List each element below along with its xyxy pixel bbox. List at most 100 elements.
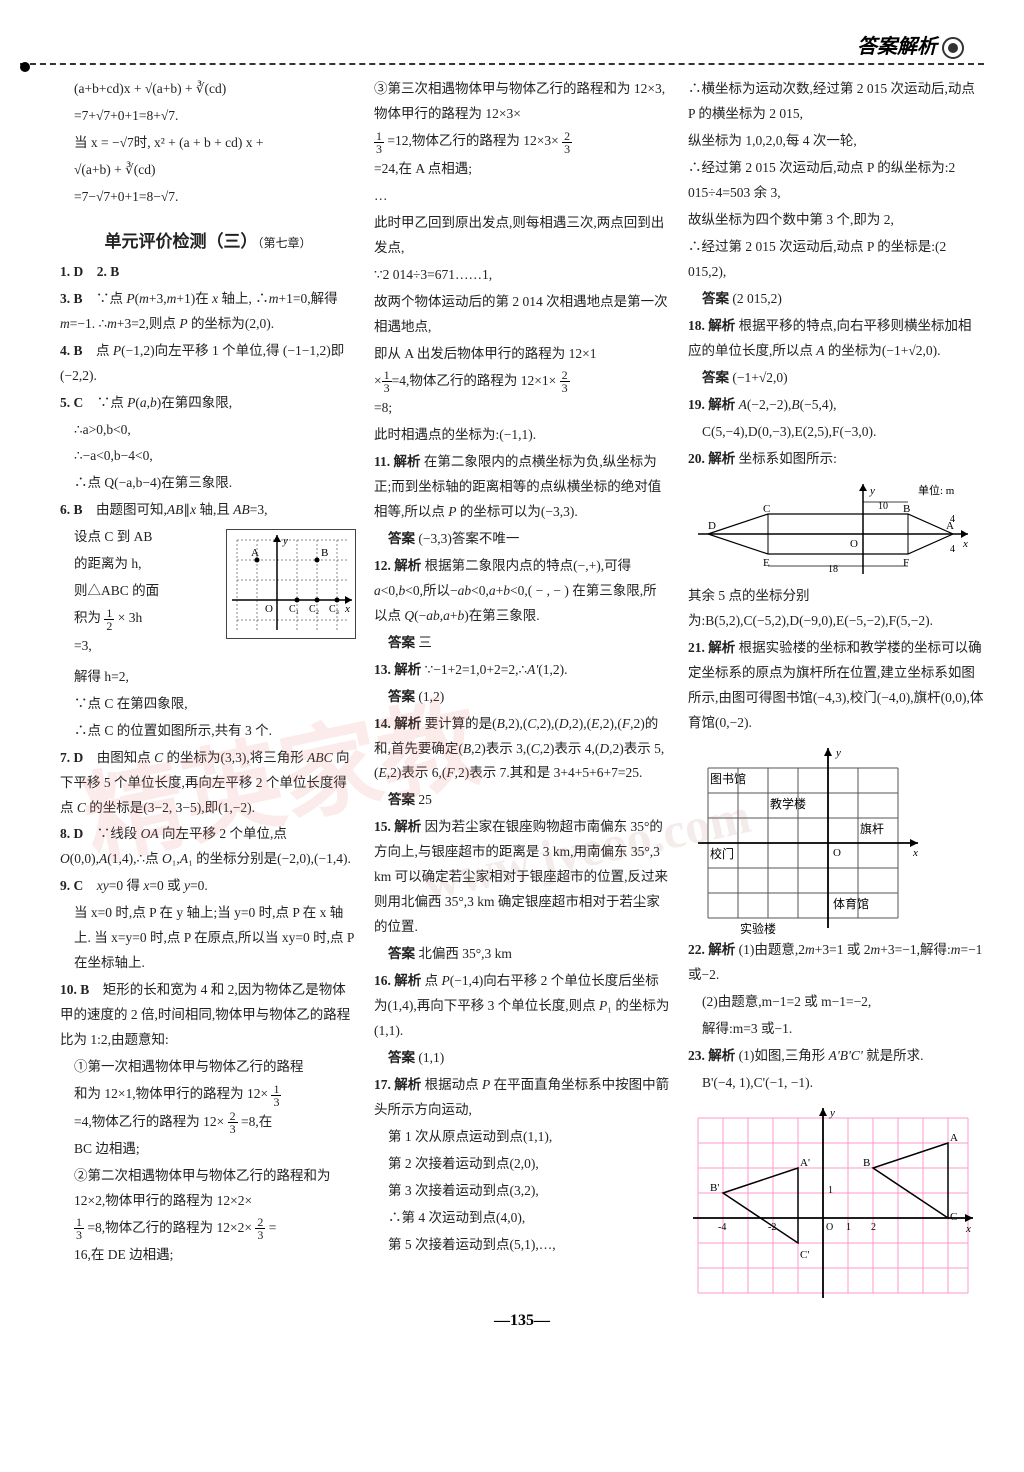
header-title: 答案解析 xyxy=(857,36,937,58)
q6-9: ∴点 C 的位置如图所示,共有 3 个. xyxy=(60,719,356,744)
q5-1: 5. C ∵点 P(a,b)在第四象限, xyxy=(60,391,356,416)
content-columns: (a+b+cd)x + √(a+b) + ∛(cd) =7+√7+0+1=8+√… xyxy=(60,77,984,1297)
q11-ans: 答案 (−3,3)答案不唯一 xyxy=(374,527,670,552)
fd: 3 xyxy=(382,382,392,394)
q11: 11. 解析 在第二象限内的点横坐标为负,纵坐标为正;而到坐标轴的距离相等的点纵… xyxy=(374,450,670,525)
q23-2: B'(−4, 1),C'(−1, −1). xyxy=(688,1071,984,1096)
q17-4: 第 3 次接着运动到点(3,2), xyxy=(374,1179,670,1204)
page: 答案解析 精英家教 www.jyeoo.com (a+b+cd)x + √(a+… xyxy=(0,0,1024,1350)
svg-text:校门: 校门 xyxy=(710,846,734,861)
q20-diagram: y x 单位: m DC BA EO F 10 18 44 xyxy=(688,474,978,584)
q17-3: 第 2 次接着运动到点(2,0), xyxy=(374,1152,670,1177)
q10-6: ②第二次相遇物体甲与物体乙行的路程和为 12×2,物体甲行的路程为 12×2× xyxy=(60,1164,356,1214)
c3-5: ∴经过第 2 015 次运动后,动点 P 的坐标是:(2 015,2), xyxy=(688,235,984,285)
svg-text:D: D xyxy=(708,520,716,532)
q10-5: BC 边相遇; xyxy=(60,1137,356,1162)
svg-text:B': B' xyxy=(710,1182,719,1194)
divider xyxy=(20,63,984,65)
c2-2a: =12,物体乙行的路程为 12×3× xyxy=(387,133,558,148)
q17-2: 第 1 次从原点运动到点(1,1), xyxy=(374,1125,670,1150)
fd: 3 xyxy=(562,143,572,155)
svg-text:4: 4 xyxy=(950,544,955,555)
c2-5: 此时甲乙回到原出发点,则每相遇三次,两点回到出发点, xyxy=(374,211,670,261)
svg-text:O: O xyxy=(833,847,841,859)
q10-7a: =8,物体乙行的路程为 12×2× xyxy=(87,1220,252,1235)
q17-6: 第 5 次接着运动到点(5,1),…, xyxy=(374,1233,670,1258)
fn: 1 xyxy=(271,1083,281,1096)
q13: 13. 解析 ∵−1+2=1,0+2=2,∴A'(1,2). xyxy=(374,658,670,683)
c2-8: 即从 A 出发后物体甲行的路程为 12×1 xyxy=(374,342,670,367)
q4: 4. B 点 P(−1,2)向左平移 1 个单位,得 (−1−1,2)即(−2,… xyxy=(60,339,356,389)
svg-text:C: C xyxy=(950,1211,957,1223)
svg-text:C: C xyxy=(763,503,770,515)
svg-text:y: y xyxy=(869,485,875,497)
q5-4: ∴点 Q(−a,b−4)在第三象限. xyxy=(60,471,356,496)
lbl-C2: C₂ xyxy=(309,604,319,615)
section-title: 单元评价检测（三）（第七章） xyxy=(60,226,356,257)
svg-text:y: y xyxy=(829,1107,835,1119)
q13-ans: 答案 (1,2) xyxy=(374,685,670,710)
c2-9: ×13=4,物体乙行的路程为 12×1× 23 xyxy=(374,369,670,394)
c2-2: 13 =12,物体乙行的路程为 12×3× 23 xyxy=(374,129,670,154)
c2-9a: × xyxy=(374,373,382,388)
svg-text:教学楼: 教学楼 xyxy=(770,796,806,811)
q17-5: ∴第 4 次运动到点(4,0), xyxy=(374,1206,670,1231)
q17-1: 17. 解析 根据动点 P 在平面直角坐标系中按图中箭头所示方向运动, xyxy=(374,1073,670,1123)
c2-6: ∵2 014÷3=671……1, xyxy=(374,263,670,288)
logo-icon xyxy=(942,37,964,59)
q22-2: (2)由题意,m−1=2 或 m−1=−2, xyxy=(688,990,984,1015)
svg-text:旗杆: 旗杆 xyxy=(860,821,884,836)
q6-6: =3, xyxy=(60,634,220,659)
pre-1: (a+b+cd)x + √(a+b) + ∛(cd) xyxy=(60,77,356,102)
pre-5: =7−√7+0+1=8−√7. xyxy=(60,185,356,210)
svg-text:A: A xyxy=(950,1132,958,1144)
lbl-A: A xyxy=(251,547,259,559)
q6-5b: × 3h xyxy=(114,610,142,625)
c3-6: 答案 答案 (2 015,2)(2 015,2) xyxy=(688,287,984,312)
q10-8: 16,在 DE 边相遇; xyxy=(60,1243,356,1268)
pre-2: =7+√7+0+1=8+√7. xyxy=(60,104,356,129)
lbl-y: y xyxy=(282,535,288,547)
q3: 3. B ∵点 P(m+3,m+1)在 x 轴上, ∴m+1=0,解得 m=−1… xyxy=(60,287,356,337)
q20-2: 其余 5 点的坐标分别为:B(5,2),C(−5,2),D(−9,0),E(−5… xyxy=(688,584,984,634)
fd: 3 xyxy=(255,1229,265,1241)
q19-1: 19. 解析 A(−2,−2),B(−5,4), xyxy=(688,393,984,418)
q23-diagram: AB C A'B' C' O 12 -4-2 1 x y xyxy=(688,1098,978,1298)
q10-4: =4,物体乙行的路程为 12× 23 =8,在 xyxy=(60,1110,356,1135)
q5-2: ∴a>0,b<0, xyxy=(60,418,356,443)
q14-ans: 答案 25 xyxy=(374,788,670,813)
svg-text:E: E xyxy=(763,557,770,569)
q21-diagram: 图书馆 教学楼 旗杆 校门 体育馆 实验楼 O x y xyxy=(688,738,928,938)
q7: 7. D 由图知点 C 的坐标为(3,3),将三角形 ABC 向下平移 5 个单… xyxy=(60,746,356,821)
q14: 14. 解析 要计算的是(B,2),(C,2),(D,2),(E,2),(F,2… xyxy=(374,712,670,787)
svg-text:2: 2 xyxy=(871,1222,876,1233)
q10-2: ①第一次相遇物体甲与物体乙行的路程 xyxy=(60,1055,356,1080)
c2-10: =8; xyxy=(374,396,670,421)
svg-text:-2: -2 xyxy=(768,1222,776,1233)
c2-7: 故两个物体运动后的第 2 014 次相遇地点是第一次相遇地点, xyxy=(374,290,670,340)
c3-2: 纵坐标为 1,0,2,0,每 4 次一轮, xyxy=(688,129,984,154)
page-number: —135— xyxy=(60,1312,984,1330)
column-2: ③第三次相遇物体甲与物体乙行的路程和为 12×3,物体甲行的路程为 12×3× … xyxy=(374,77,670,1297)
fd: 3 xyxy=(228,1123,238,1135)
svg-text:实验楼: 实验楼 xyxy=(740,921,776,936)
lbl-C3: C₃ xyxy=(329,604,339,615)
q21: 21. 解析 根据实验楼的坐标和教学楼的坐标可以确定坐标系的原点为旗杆所在位置,… xyxy=(688,636,984,736)
section-title-text: 单元评价检测（三） xyxy=(104,232,257,251)
fn: 1 xyxy=(382,369,392,382)
unit-label: 单位: m xyxy=(918,483,955,497)
c3-4: 故纵坐标为四个数中第 3 个,即为 2, xyxy=(688,208,984,233)
svg-text:图书馆: 图书馆 xyxy=(710,771,746,786)
svg-text:O: O xyxy=(850,538,858,550)
c2-4: … xyxy=(374,184,670,209)
q16: 16. 解析 点 P(−1,4)向右平移 2 个单位长度后坐标为(1,4),再向… xyxy=(374,969,670,1044)
lbl-O: O xyxy=(265,603,273,615)
fn: 2 xyxy=(562,130,572,143)
q10-1: 10. B 矩形的长和宽为 4 和 2,因为物体乙是物体甲的速度的 2 倍,时间… xyxy=(60,978,356,1053)
q19-2: C(5,−4),D(0,−3),E(2,5),F(−3,0). xyxy=(688,420,984,445)
q10-4a: =4,物体乙行的路程为 12× xyxy=(74,1114,224,1129)
q6-7: 解得 h=2, xyxy=(60,665,356,690)
lbl-B: B xyxy=(321,547,328,559)
svg-text:1: 1 xyxy=(846,1222,851,1233)
c2-3: =24,在 A 点相遇; xyxy=(374,157,670,182)
